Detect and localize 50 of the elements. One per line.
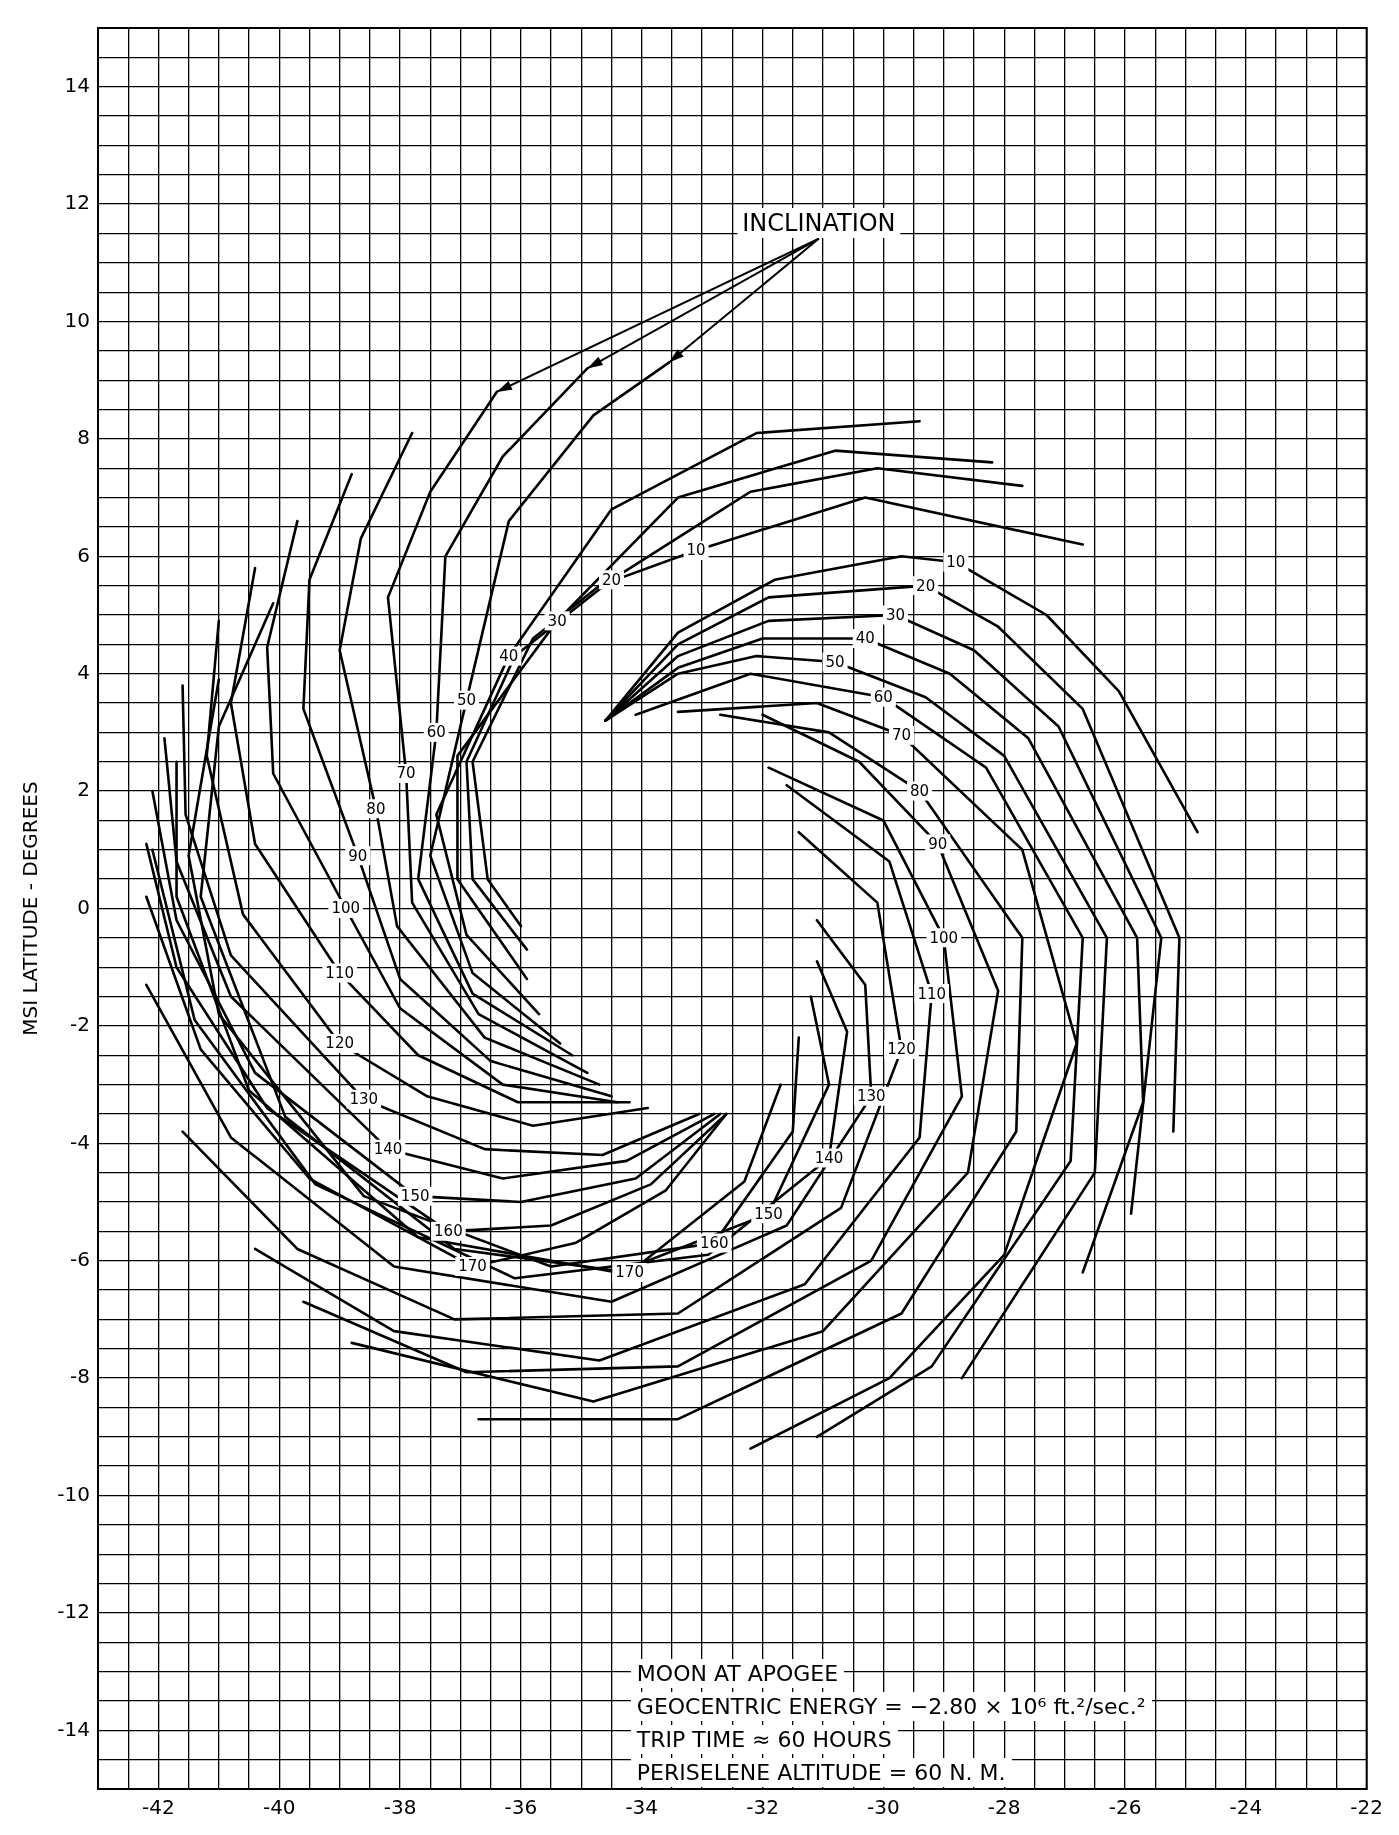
annotation: 30 xyxy=(885,605,905,624)
y-tick-label: -14 xyxy=(57,1716,90,1741)
x-tick-label: -42 xyxy=(142,1795,175,1820)
y-axis-title: MSI LATITUDE - DEGREES xyxy=(18,781,43,1036)
y-tick-label: -6 xyxy=(70,1246,90,1271)
x-tick-label: -24 xyxy=(1229,1795,1263,1820)
y-tick-label: 6 xyxy=(77,542,90,567)
annotation: 90 xyxy=(348,846,368,865)
annotation: 30 xyxy=(547,611,567,630)
annotation: 50 xyxy=(825,652,845,671)
annotation: 60 xyxy=(873,688,893,707)
y-tick-label: 2 xyxy=(77,777,90,802)
x-tick-label: -22 xyxy=(1350,1795,1383,1820)
annotation: 80 xyxy=(910,781,930,800)
annotation: 20 xyxy=(916,576,936,595)
x-tick-label: -30 xyxy=(867,1795,900,1820)
y-tick-label: 10 xyxy=(64,307,90,332)
y-tick-label: -8 xyxy=(70,1364,90,1389)
annotation: 10 xyxy=(946,553,966,572)
x-tick-label: -36 xyxy=(504,1795,538,1820)
annotation: 70 xyxy=(396,764,416,783)
x-tick-label: -34 xyxy=(625,1795,659,1820)
y-tick-label: -12 xyxy=(57,1599,90,1624)
annotation: 40 xyxy=(855,629,875,648)
annotation: 20 xyxy=(601,570,622,589)
annotation: 60 xyxy=(426,723,446,742)
x-tick-label: -28 xyxy=(987,1795,1021,1820)
x-tick-label: -40 xyxy=(262,1795,296,1820)
annotation: MOON AT APOGEE xyxy=(630,1659,845,1688)
x-tick-label: -32 xyxy=(746,1795,779,1820)
y-tick-label: 12 xyxy=(64,190,90,215)
y-tick-label: 4 xyxy=(77,659,90,684)
annotation: 10 xyxy=(686,541,706,560)
annotation: 40 xyxy=(499,646,519,665)
y-tick-label: -2 xyxy=(70,1012,90,1037)
y-tick-label: -4 xyxy=(70,1129,90,1154)
annotation: TRIP TIME ≈ 60 HOURS xyxy=(630,1725,898,1754)
y-tick-label: 0 xyxy=(77,894,90,919)
y-tick-label: 8 xyxy=(77,425,90,450)
annotation: PERISELENE ALTITUDE = 60 N. M. xyxy=(630,1758,1012,1787)
annotation: 50 xyxy=(456,691,477,710)
y-tick-label: -10 xyxy=(57,1481,90,1506)
annotation: 90 xyxy=(928,834,948,853)
annotation: INCLINATION xyxy=(737,207,901,238)
y-tick-label: 14 xyxy=(64,72,90,97)
annotation: 70 xyxy=(891,726,912,745)
annotation: 80 xyxy=(366,799,386,818)
annotation: GEOCENTRIC ENERGY = −2.80 × 10⁶ ft.²/sec.² xyxy=(630,1692,1152,1721)
x-tick-label: -38 xyxy=(383,1795,417,1820)
x-tick-label: -26 xyxy=(1108,1795,1142,1820)
